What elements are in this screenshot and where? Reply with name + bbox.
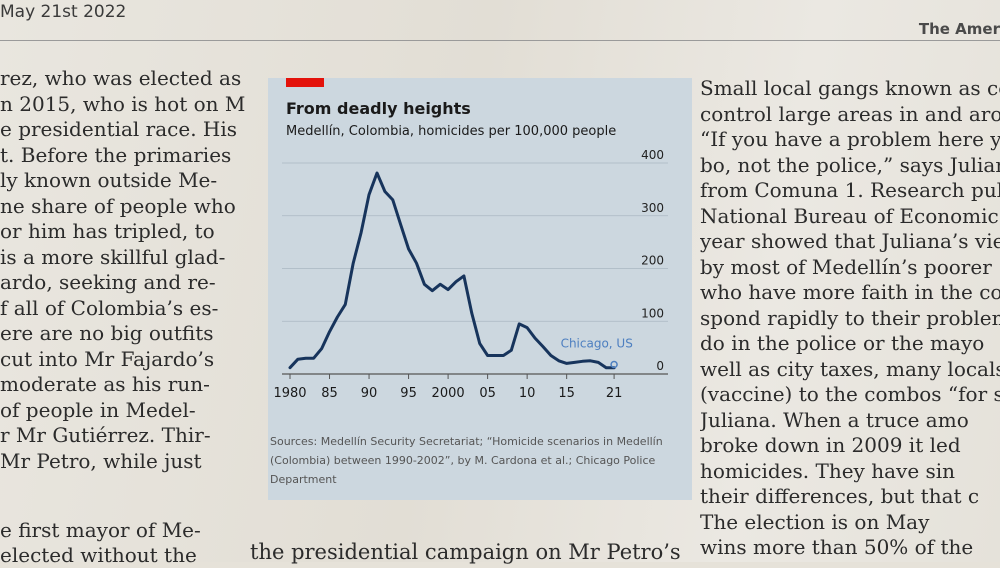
text-line: The election is on May — [700, 509, 930, 534]
text-line: Small local gangs known as comb — [700, 76, 1000, 100]
chart-title: From deadly heights — [286, 99, 471, 118]
text-line: of people in Medel- — [0, 397, 196, 422]
text-line: Mr Petro, while just — [0, 448, 202, 473]
section-name: The Amer — [918, 20, 1000, 38]
x-tick-label: 10 — [519, 386, 536, 401]
x-tick-label: 1980 — [273, 386, 306, 401]
x-tick-label: 95 — [400, 386, 417, 401]
text-line: is a more skillful glad- — [0, 244, 226, 269]
text-line: ly known outside Me- — [0, 168, 218, 192]
text-line: or him has tripled, to — [0, 219, 215, 243]
text-line: their differences, but that c — [700, 484, 980, 508]
y-tick-label: 100 — [641, 306, 664, 320]
text-line: ardo, seeking and re- — [0, 270, 216, 294]
x-tick-label: 15 — [558, 386, 575, 401]
text-line: ne share of people who — [0, 193, 236, 218]
y-tick-label: 0 — [656, 359, 664, 373]
text-line: moderate as his run- — [0, 372, 210, 396]
text-line: rez, who was elected as — [0, 66, 242, 90]
text-line: by most of Medellín’s poorer — [700, 254, 992, 279]
economist-red-tag — [286, 78, 324, 87]
text-line: t. Before the primaries — [0, 142, 232, 167]
text-line: cut into Mr Fajardo’s — [0, 346, 215, 371]
x-tick-label: 05 — [479, 386, 496, 401]
chicago-annotation: Chicago, US — [561, 336, 633, 350]
text-line: e first mayor of Me- — [0, 518, 201, 542]
chicago-point — [610, 360, 618, 369]
y-tick-label: 300 — [641, 201, 664, 215]
chart-subtitle: Medellín, Colombia, homicides per 100,00… — [286, 124, 617, 139]
right-column-text: Small local gangs known as comb control … — [700, 76, 1000, 561]
left-column-bottom-text: e first mayor of Me- elected without the — [0, 518, 240, 568]
y-tick-label: 200 — [641, 254, 664, 268]
chart-source: Sources: Medellín Security Secretariat; … — [270, 435, 663, 486]
text-line: “If you have a problem here you go t — [700, 127, 1000, 151]
x-tick-label: 85 — [321, 386, 338, 401]
text-line: National Bureau of Economic Res — [700, 203, 1000, 228]
issue-date: May 21st 2022 — [0, 2, 127, 22]
left-column-text: rez, who was elected as n 2015, who is h… — [0, 66, 245, 474]
text-line: control large areas in and around t — [700, 101, 1000, 126]
text-line: f all of Colombia’s es- — [0, 295, 219, 320]
text-line: do in the police or the mayo — [700, 331, 985, 355]
y-tick-label: 400 — [641, 148, 664, 162]
text-line: homicides. They have sin — [700, 458, 956, 483]
text-line: well as city taxes, many locals — [700, 356, 1000, 381]
x-tick-label: 2000 — [432, 386, 465, 401]
text-line: elected without the — [0, 543, 197, 567]
header-rule — [0, 40, 1000, 41]
text-line: ere are no big outfits — [0, 321, 214, 345]
text-line: e presidential race. His — [0, 117, 238, 141]
text-line: broke down in 2009 it led — [700, 433, 961, 457]
homicide-line-chart: 0 100 200 300 400 1980 85 90 95 2000 05 10 15 21 Chica… — [273, 148, 668, 401]
chart-panel: From deadly heights Medellín, Colombia, … — [268, 78, 692, 500]
x-tick-label: 90 — [361, 386, 378, 401]
text-line: who have more faith in the co — [700, 280, 1000, 304]
text-line: wins more than 50% of the — [700, 535, 974, 559]
text-line: bo, not the police,” says Juliana, — [700, 152, 1000, 177]
x-tick-label: 21 — [606, 386, 623, 401]
text-line: Juliana. When a truce amo — [700, 407, 969, 432]
text-line: r Mr Gutiérrez. Thir- — [0, 423, 211, 447]
middle-column-bottom-text: the presidential campaign on Mr Petro’s — [250, 540, 681, 564]
text-line: spond rapidly to their problem — [700, 305, 1000, 330]
text-line: (vaccine) to the combos “for s — [700, 382, 1000, 406]
text-line: from Comuna 1. Research publish — [700, 178, 1000, 202]
medellin-series-line — [288, 171, 616, 370]
text-line: year showed that Juliana’s view — [700, 229, 1000, 253]
text-line: n 2015, who is hot on Mr — [0, 91, 245, 116]
